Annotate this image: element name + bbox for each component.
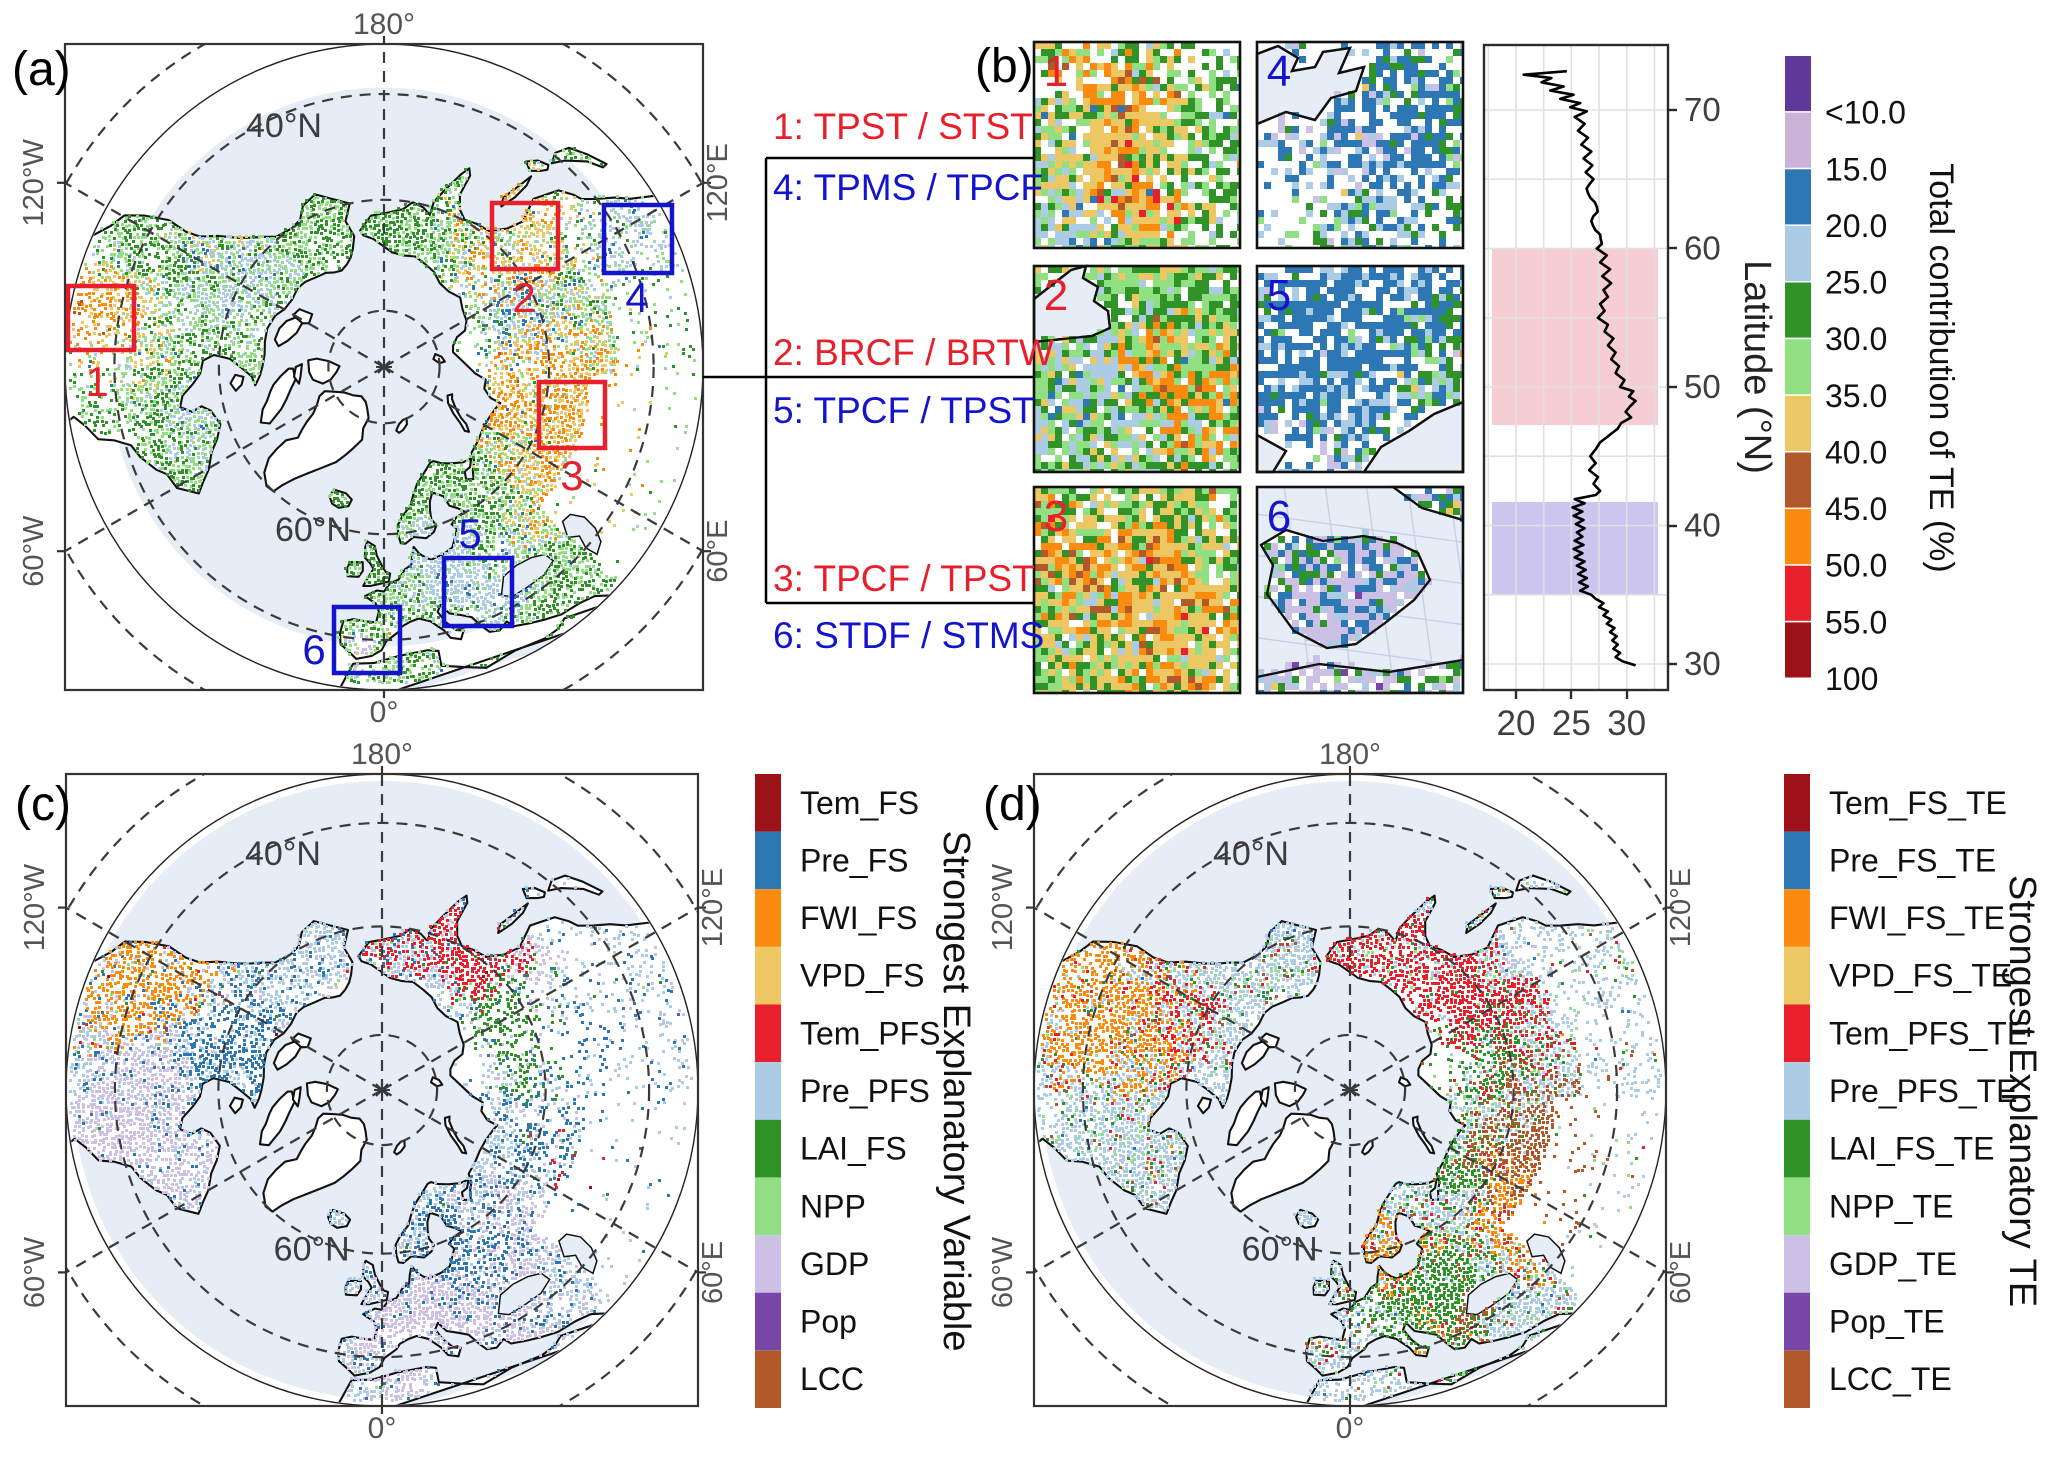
svg-text:40.0: 40.0: [1825, 434, 1887, 470]
svg-text:3: 3: [1044, 492, 1068, 541]
svg-text:50.0: 50.0: [1825, 548, 1887, 584]
svg-text:6: 6: [1267, 492, 1291, 541]
svg-text:60°N: 60°N: [1242, 1230, 1318, 1268]
svg-text:1: 1: [1044, 47, 1068, 96]
svg-text:6: STDF / STMS: 6: STDF / STMS: [773, 615, 1044, 656]
svg-text:VPD_FS_TE: VPD_FS_TE: [1829, 958, 2012, 994]
svg-text:Pop_TE: Pop_TE: [1829, 1304, 1945, 1340]
svg-text:100: 100: [1825, 661, 1878, 697]
svg-text:180°: 180°: [353, 8, 415, 41]
svg-text:1: TPST / STST: 1: TPST / STST: [773, 106, 1033, 147]
svg-text:35.0: 35.0: [1825, 378, 1887, 414]
svg-text:40°N: 40°N: [1213, 835, 1289, 873]
svg-text:60°E: 60°E: [697, 1241, 729, 1304]
svg-text:6: 6: [302, 626, 325, 673]
svg-text:15.0: 15.0: [1825, 151, 1887, 187]
svg-text:30: 30: [1607, 704, 1646, 743]
svg-text:2: BRCF / BRTW: 2: BRCF / BRTW: [773, 332, 1054, 373]
svg-text:40: 40: [1684, 507, 1721, 544]
svg-text:LAI_FS_TE: LAI_FS_TE: [1829, 1131, 1994, 1167]
svg-text:2: 2: [512, 274, 535, 321]
svg-text:20: 20: [1497, 704, 1536, 743]
svg-text:120°W: 120°W: [987, 863, 1019, 951]
svg-text:Total contribution of TE (%): Total contribution of TE (%): [1922, 163, 1960, 572]
svg-text:60°E: 60°E: [702, 520, 734, 583]
svg-text:60°N: 60°N: [274, 1230, 350, 1268]
svg-text:5: TPCF / TPST: 5: TPCF / TPST: [773, 390, 1035, 431]
svg-text:4: 4: [1267, 47, 1291, 96]
svg-text:180°: 180°: [351, 738, 413, 771]
svg-text:60: 60: [1684, 230, 1721, 267]
svg-text:Pre_FS: Pre_FS: [800, 842, 908, 878]
svg-text:30.0: 30.0: [1825, 321, 1887, 357]
svg-text:LCC: LCC: [800, 1361, 864, 1397]
svg-text:4: TPMS / TPCF: 4: TPMS / TPCF: [773, 167, 1043, 208]
svg-text:Tem_FS_TE: Tem_FS_TE: [1829, 785, 2007, 821]
svg-text:3: TPCF / TPST: 3: TPCF / TPST: [773, 558, 1035, 599]
svg-text:Pre_FS_TE: Pre_FS_TE: [1829, 842, 1996, 878]
svg-text:NPP_TE: NPP_TE: [1829, 1188, 1953, 1224]
svg-text:GDP_TE: GDP_TE: [1829, 1246, 1957, 1282]
svg-text:Tem_PFS_TE: Tem_PFS_TE: [1829, 1015, 2028, 1051]
svg-text:5: 5: [1267, 271, 1291, 320]
svg-text:120°E: 120°E: [702, 143, 734, 222]
svg-text:180°: 180°: [1319, 738, 1381, 771]
svg-text:120°E: 120°E: [697, 868, 729, 947]
svg-text:Pop: Pop: [800, 1304, 857, 1340]
svg-text:1: 1: [85, 358, 108, 405]
svg-text:(a): (a): [12, 43, 71, 96]
svg-text:2: 2: [1044, 271, 1068, 320]
svg-text:5: 5: [458, 510, 481, 557]
svg-text:(d): (d): [983, 778, 1042, 831]
svg-text:60°N: 60°N: [275, 511, 351, 549]
svg-text:Strongest Explanatory TE: Strongest Explanatory TE: [2001, 875, 2043, 1307]
svg-text:30: 30: [1684, 645, 1721, 682]
svg-text:LCC_TE: LCC_TE: [1829, 1361, 1952, 1397]
svg-text:60°W: 60°W: [18, 515, 50, 587]
svg-text:(b): (b): [975, 40, 1034, 93]
svg-text:Pre_PFS: Pre_PFS: [800, 1073, 930, 1109]
svg-text:60°E: 60°E: [1665, 1241, 1697, 1304]
svg-text:25.0: 25.0: [1825, 265, 1887, 301]
svg-text:(c): (c): [15, 778, 71, 831]
svg-text:LAI_FS: LAI_FS: [800, 1131, 907, 1167]
svg-text:20.0: 20.0: [1825, 208, 1887, 244]
svg-text:FWI_FS: FWI_FS: [800, 900, 917, 936]
svg-text:120°E: 120°E: [1665, 868, 1697, 947]
svg-text:0°: 0°: [370, 696, 399, 729]
svg-text:VPD_FS: VPD_FS: [800, 958, 924, 994]
svg-text:Tem_PFS: Tem_PFS: [800, 1015, 940, 1051]
svg-text:GDP: GDP: [800, 1246, 869, 1282]
svg-text:NPP: NPP: [800, 1188, 866, 1224]
svg-text:70: 70: [1684, 91, 1721, 128]
svg-text:40°N: 40°N: [246, 107, 322, 145]
svg-text:FWI_FS_TE: FWI_FS_TE: [1829, 900, 2005, 936]
svg-text:3: 3: [560, 452, 583, 499]
svg-text:Strongest Explanatory Variable: Strongest Explanatory Variable: [935, 830, 977, 1351]
svg-text:Latitude (°N): Latitude (°N): [1736, 260, 1778, 474]
svg-text:<10.0: <10.0: [1825, 95, 1906, 131]
svg-text:60°W: 60°W: [19, 1236, 51, 1308]
svg-text:50: 50: [1684, 368, 1721, 405]
svg-text:45.0: 45.0: [1825, 491, 1887, 527]
svg-text:60°W: 60°W: [987, 1236, 1019, 1308]
svg-text:0°: 0°: [368, 1412, 397, 1445]
svg-text:Pre_PFS_TE: Pre_PFS_TE: [1829, 1073, 2018, 1109]
svg-text:55.0: 55.0: [1825, 604, 1887, 640]
svg-text:120°W: 120°W: [19, 863, 51, 951]
svg-text:40°N: 40°N: [245, 835, 321, 873]
svg-text:Tem_FS: Tem_FS: [800, 785, 919, 821]
svg-text:25: 25: [1552, 704, 1591, 743]
svg-text:120°W: 120°W: [18, 139, 50, 227]
svg-text:0°: 0°: [1336, 1412, 1365, 1445]
svg-text:4: 4: [625, 274, 648, 321]
